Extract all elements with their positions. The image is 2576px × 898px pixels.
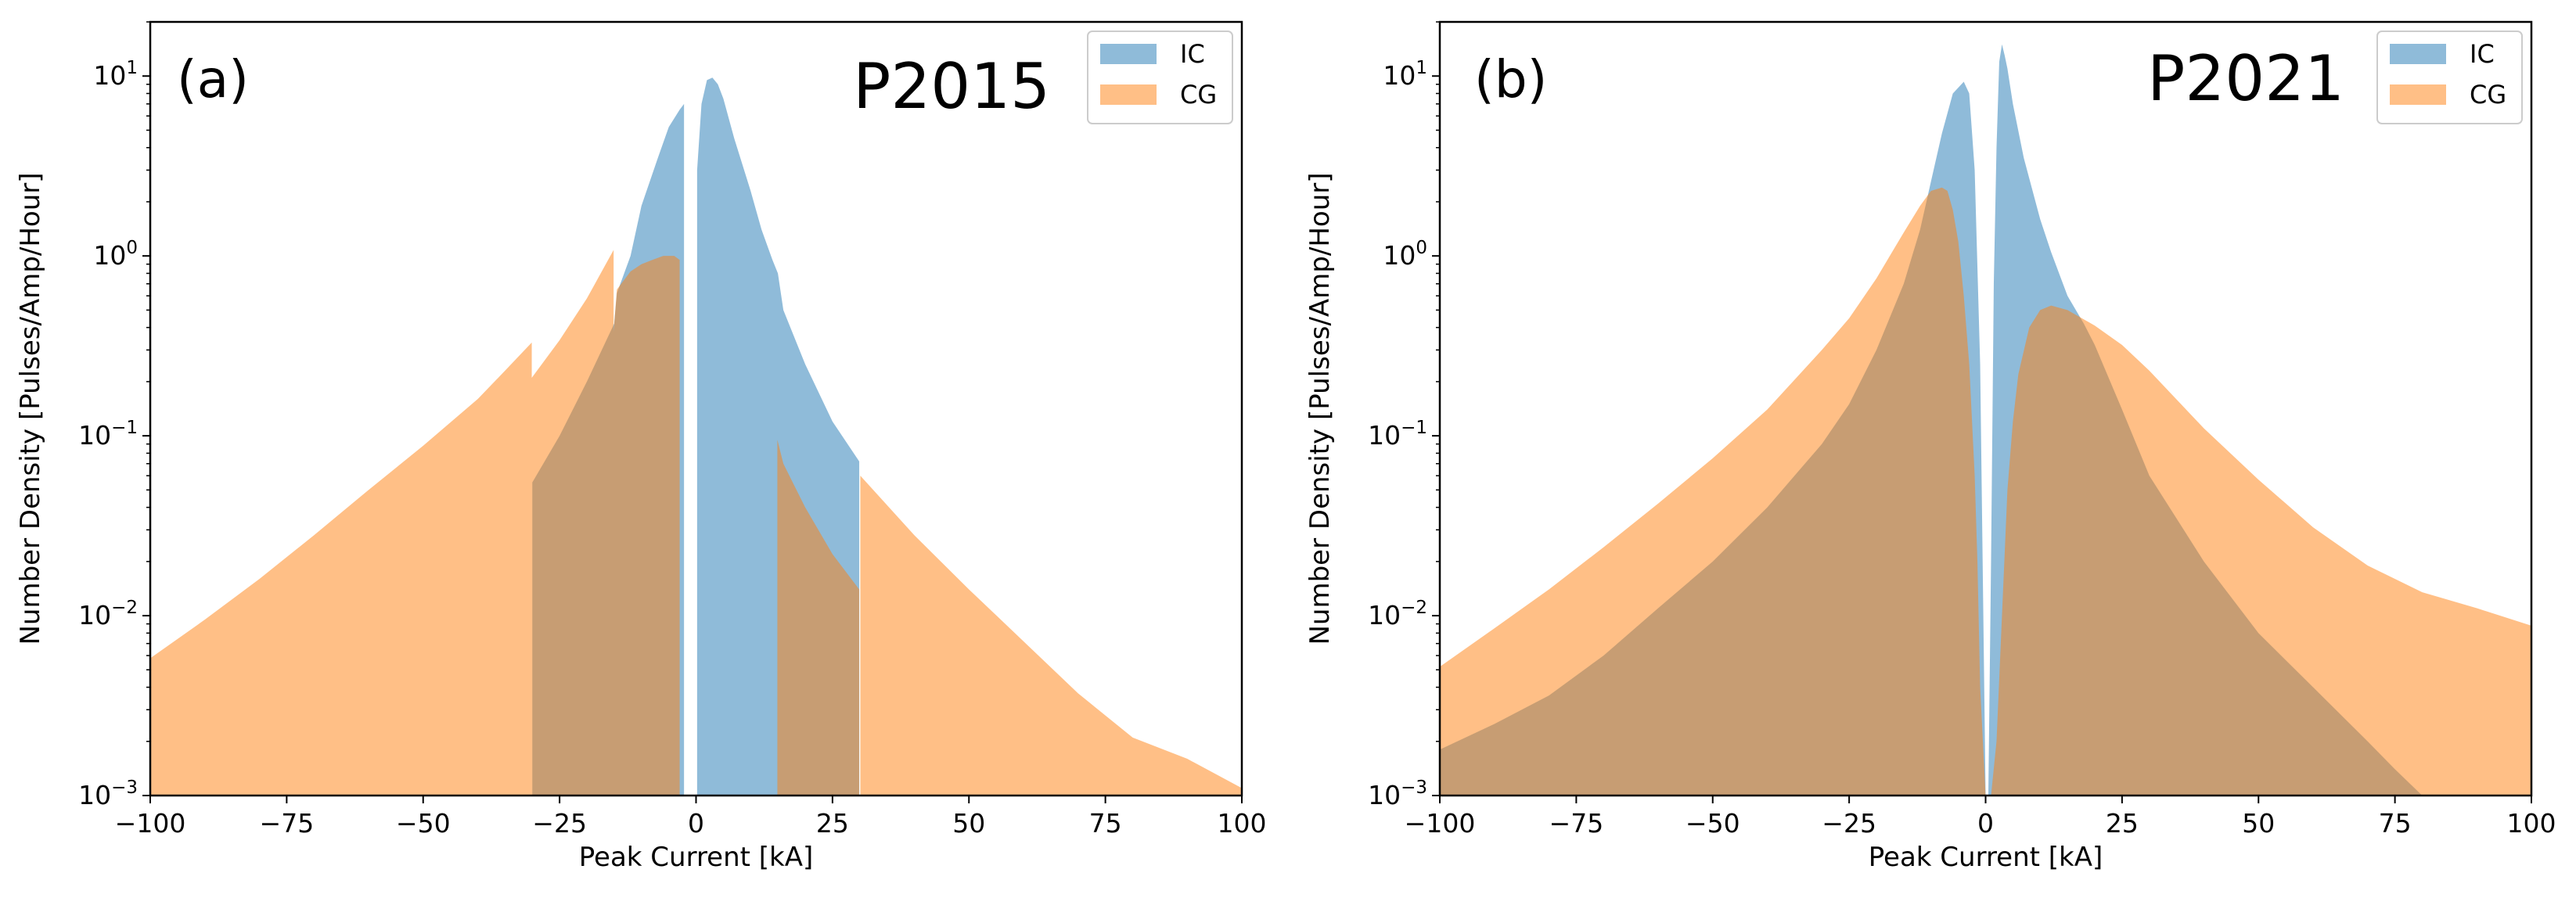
x-tick-label: 50	[2242, 808, 2275, 839]
chart-title: P2021	[2147, 42, 2344, 115]
x-tick-label: −75	[1549, 808, 1604, 839]
legend-label-cg: CG	[2470, 80, 2506, 110]
x-tick-label: −25	[1822, 808, 1876, 839]
y-tick-label: 10−3	[78, 778, 138, 810]
legend-label-cg: CG	[1180, 80, 1217, 110]
legend-swatch-ic	[2390, 44, 2446, 64]
x-tick-label: 25	[816, 808, 849, 839]
legend: IC CG	[1087, 31, 1233, 124]
chart-panel-a: −100 −75 −50 −25 0 25 50 75 100 10−3 10−2 10−1 100 10…	[15, 20, 1267, 873]
y-tick-label: 10−3	[1368, 778, 1427, 810]
panel-label: (b)	[1474, 49, 1547, 110]
series-cg-area	[1440, 187, 2531, 796]
series-cg-area	[150, 250, 1242, 796]
y-tick-label: 10−1	[1368, 418, 1427, 451]
legend-swatch-ic	[1100, 44, 1157, 64]
x-tick-label: −100	[115, 808, 186, 839]
chart-title: P2015	[853, 50, 1050, 123]
x-tick-label: −75	[260, 808, 315, 839]
legend-swatch-cg	[1100, 84, 1157, 105]
y-tick-label: 100	[1383, 238, 1427, 271]
plot-area	[150, 77, 1242, 796]
legend-swatch-cg	[2390, 84, 2446, 105]
x-axis-label: Peak Current [kA]	[1869, 842, 2103, 873]
x-tick-label: 0	[688, 808, 704, 839]
x-tick-label: 0	[1977, 808, 1994, 839]
legend: IC CG	[2376, 31, 2523, 124]
x-axis-label: Peak Current [kA]	[579, 842, 814, 873]
y-tick-label: 10−1	[78, 418, 138, 451]
x-tick-label: −50	[1686, 808, 1740, 839]
y-tick-label: 10−2	[1368, 598, 1427, 630]
x-tick-label: 50	[952, 808, 985, 839]
y-tick-label: 100	[93, 238, 138, 271]
y-tick-label: 10−2	[78, 598, 138, 630]
x-tick-label: −25	[532, 808, 587, 839]
legend-label-ic: IC	[2470, 39, 2495, 69]
x-tick-label: 25	[2106, 808, 2139, 839]
y-tick-label: 101	[93, 58, 138, 91]
legend-label-ic: IC	[1180, 39, 1205, 69]
x-tick-label: 100	[2507, 808, 2556, 839]
x-tick-label: −50	[396, 808, 451, 839]
y-tick-label: 101	[1383, 58, 1427, 91]
panel-label: (a)	[177, 49, 249, 110]
chart-panel-b: −100 −75 −50 −25 0 25 50 75 100 10−3 10−2 10−1 100 10…	[1304, 20, 2556, 873]
y-axis-label: Number Density [Pulses/Amp/Hour]	[1304, 173, 1336, 645]
x-tick-label: −100	[1405, 808, 1476, 839]
x-tick-label: 100	[1218, 808, 1267, 839]
y-axis-label: Number Density [Pulses/Amp/Hour]	[15, 173, 46, 645]
plot-area	[1440, 44, 2531, 796]
x-tick-label: 75	[2379, 808, 2412, 839]
x-tick-label: 75	[1089, 808, 1122, 839]
